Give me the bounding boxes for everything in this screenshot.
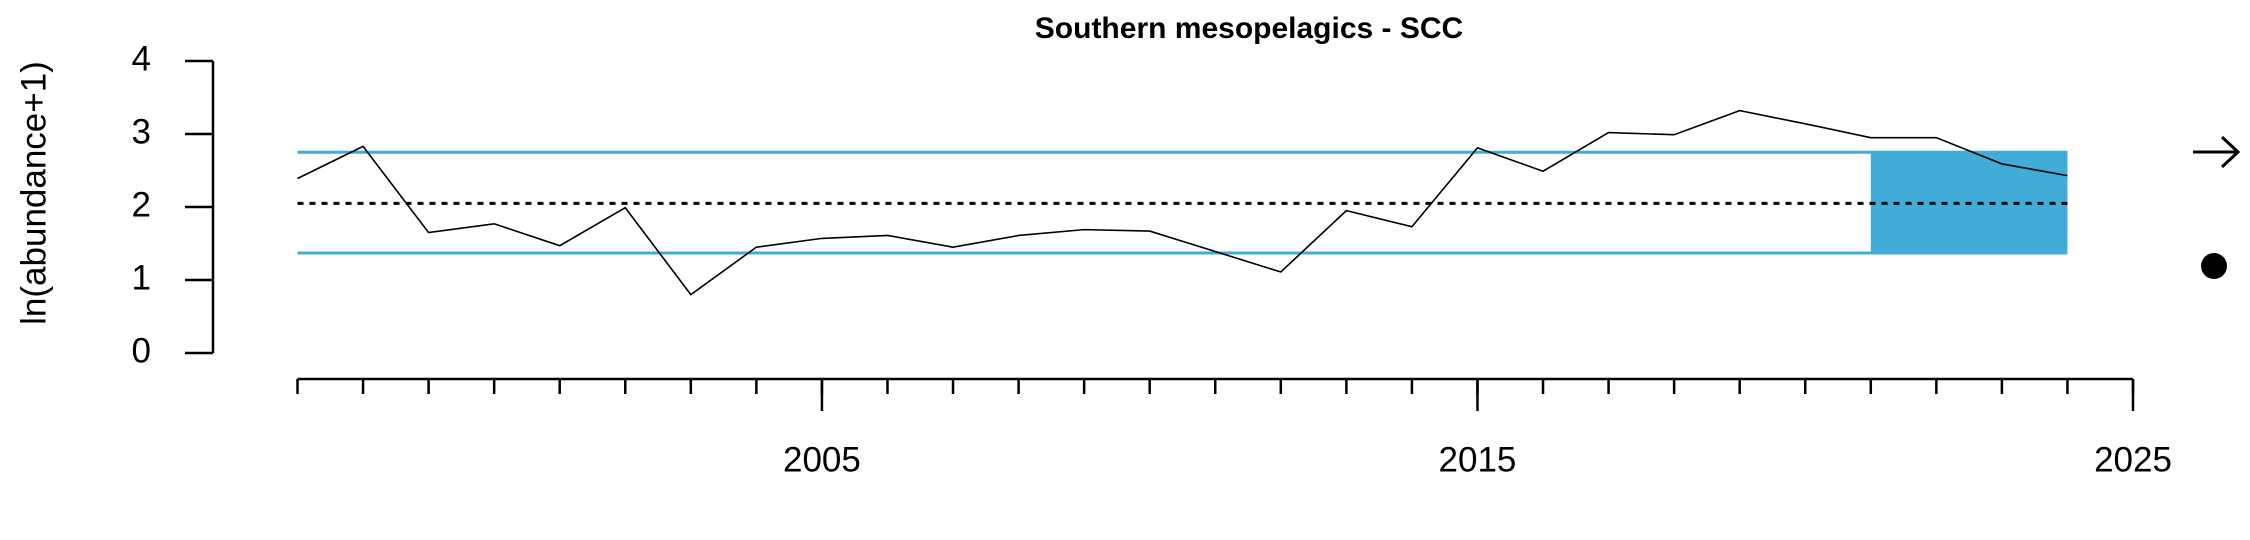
data-line (297, 109, 2068, 296)
x-tick-label: 2005 (783, 440, 861, 479)
y-tick-label: 1 (132, 258, 151, 297)
x-tick-label: 2015 (1439, 440, 1517, 479)
mean-status-dot (2201, 253, 2227, 279)
chart-title: Southern mesopelagics - SCC (1035, 12, 1463, 45)
y-axis-label: ln(abundance+1) (14, 61, 53, 325)
trend-arrow-head (2220, 135, 2241, 169)
y-tick-label: 3 (132, 112, 151, 151)
x-tick-label: 2025 (2094, 440, 2172, 479)
y-tick-label: 0 (132, 331, 151, 370)
y-tick-label: 4 (132, 39, 151, 78)
y-tick-label: 2 (132, 185, 151, 224)
